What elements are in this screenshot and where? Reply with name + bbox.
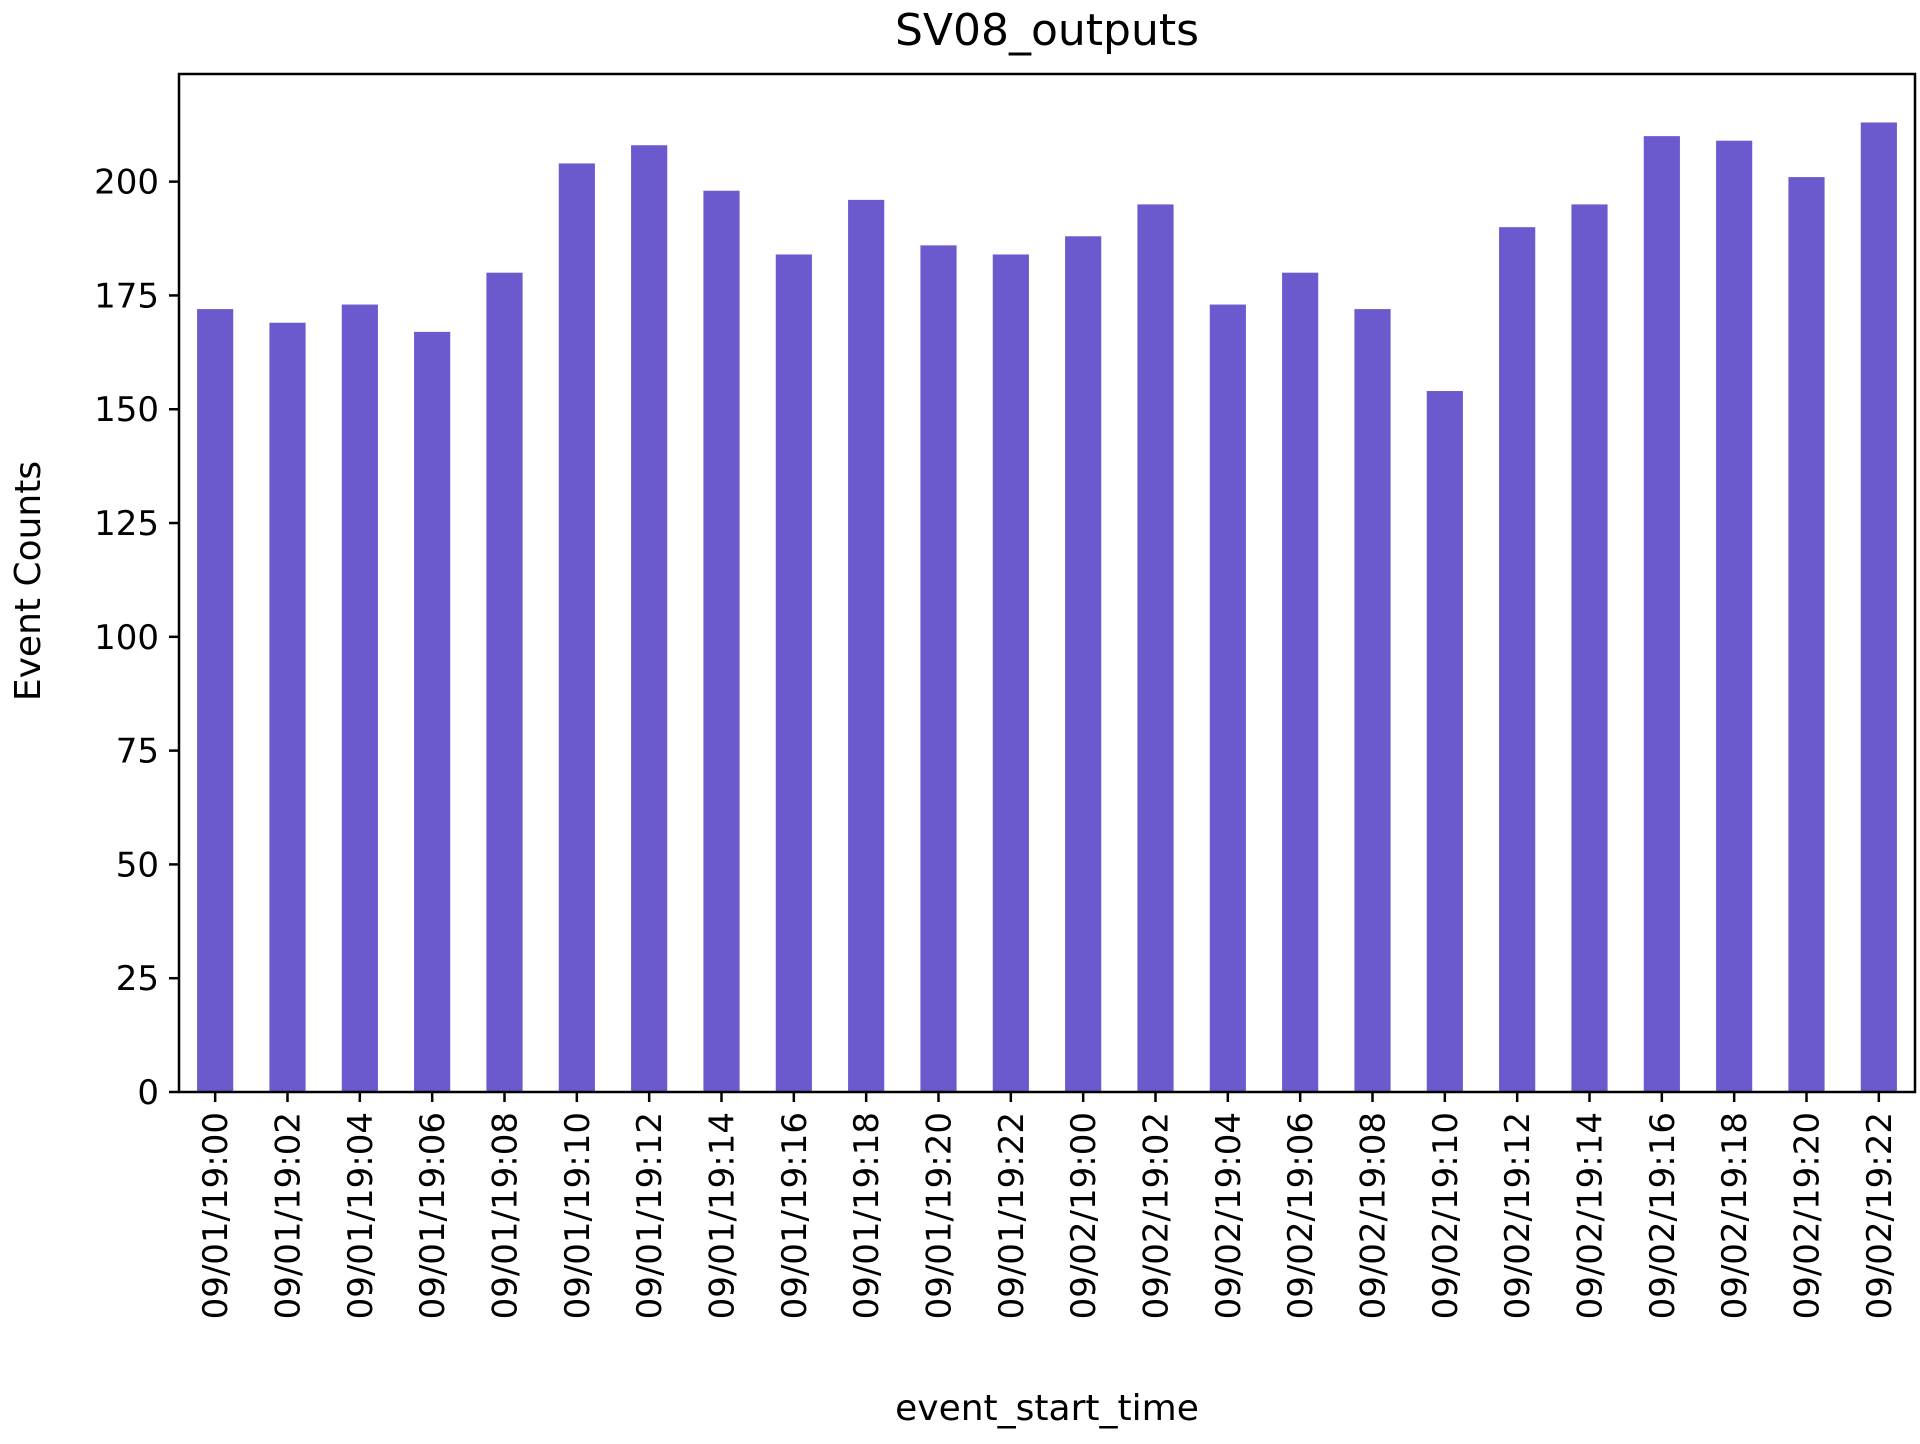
bar-09/01/19:14 [703, 190, 740, 1092]
x-tick-label: 09/02/19:04 [1209, 1112, 1249, 1319]
chart-title: SV08_outputs [895, 5, 1199, 56]
bar-09/02/19:02 [1137, 204, 1174, 1092]
y-tick-label: 75 [116, 732, 159, 772]
x-tick-label: 09/01/19:02 [269, 1112, 309, 1319]
bar-09/02/19:00 [1065, 236, 1102, 1092]
y-axis-ticks: 0 25 50 75 100 125 150 175 200 [94, 163, 179, 1113]
bar-09/02/19:20 [1788, 177, 1825, 1093]
y-tick-label: 200 [94, 163, 159, 203]
x-axis-label: event_start_time [895, 1388, 1199, 1429]
bar-09/01/19:20 [920, 245, 957, 1092]
x-tick-label: 09/02/19:06 [1281, 1112, 1321, 1319]
bar-09/01/19:22 [992, 254, 1029, 1093]
bar-09/02/19:06 [1282, 272, 1319, 1092]
x-tick-label: 09/01/19:00 [196, 1112, 236, 1319]
bar-09/01/19:18 [848, 199, 885, 1093]
bar-09/02/19:22 [1860, 122, 1897, 1093]
plot-frame [177, 72, 1917, 1094]
y-tick-label: 125 [94, 504, 159, 544]
x-tick-label: 09/01/19:10 [558, 1112, 598, 1319]
bar-09/01/19:16 [775, 254, 812, 1093]
x-tick-label: 09/01/19:06 [413, 1112, 453, 1319]
y-tick-label: 50 [116, 845, 159, 885]
x-tick-label: 09/02/19:14 [1571, 1112, 1611, 1319]
x-tick-label: 09/01/19:04 [341, 1112, 381, 1319]
y-tick-label: 100 [94, 618, 159, 658]
x-tick-label: 09/02/19:16 [1643, 1112, 1683, 1319]
bar-09/02/19:10 [1426, 391, 1463, 1092]
bar-09/02/19:08 [1354, 309, 1391, 1093]
bar-09/01/19:06 [414, 331, 451, 1092]
x-tick-label: 09/02/19:08 [1354, 1112, 1394, 1319]
x-tick-label: 09/01/19:22 [992, 1112, 1032, 1319]
y-tick-label: 175 [94, 276, 159, 316]
y-tick-label: 25 [116, 959, 159, 999]
bar-09/01/19:08 [486, 272, 523, 1092]
x-tick-label: 09/01/19:14 [703, 1112, 743, 1319]
bar-09/01/19:00 [197, 309, 234, 1093]
y-tick-label: 150 [94, 390, 159, 430]
x-tick-label: 09/01/19:12 [630, 1112, 670, 1319]
bar-09/01/19:12 [631, 145, 668, 1093]
bars [197, 122, 1897, 1093]
x-tick-label: 09/01/19:20 [920, 1112, 960, 1319]
x-tick-label: 09/02/19:20 [1788, 1112, 1828, 1319]
bar-09/02/19:16 [1643, 136, 1680, 1092]
x-tick-label: 09/01/19:16 [775, 1112, 815, 1319]
bar-09/02/19:12 [1499, 227, 1536, 1093]
bar-09/02/19:04 [1209, 304, 1246, 1092]
y-tick-label: 0 [137, 1073, 159, 1113]
bar-09/01/19:04 [341, 304, 378, 1092]
x-tick-label: 09/02/19:22 [1860, 1112, 1900, 1319]
x-tick-label: 09/02/19:02 [1137, 1112, 1177, 1319]
x-tick-label: 09/02/19:12 [1498, 1112, 1538, 1319]
bar-09/02/19:18 [1716, 140, 1753, 1092]
x-tick-label: 09/02/19:10 [1426, 1112, 1466, 1319]
x-tick-label: 09/02/19:00 [1064, 1112, 1104, 1319]
x-axis-ticks: 09/01/19:00 09/01/19:02 09/01/19:04 09/01/1… [196, 1092, 1900, 1319]
x-tick-label: 09/01/19:18 [847, 1112, 887, 1319]
x-tick-label: 09/02/19:18 [1715, 1112, 1755, 1319]
bar-09/01/19:10 [558, 163, 595, 1092]
bar-09/02/19:14 [1571, 204, 1608, 1092]
x-tick-label: 09/01/19:08 [486, 1112, 526, 1319]
bar-09/01/19:02 [269, 322, 306, 1092]
y-axis-label: Event Counts [8, 461, 49, 701]
